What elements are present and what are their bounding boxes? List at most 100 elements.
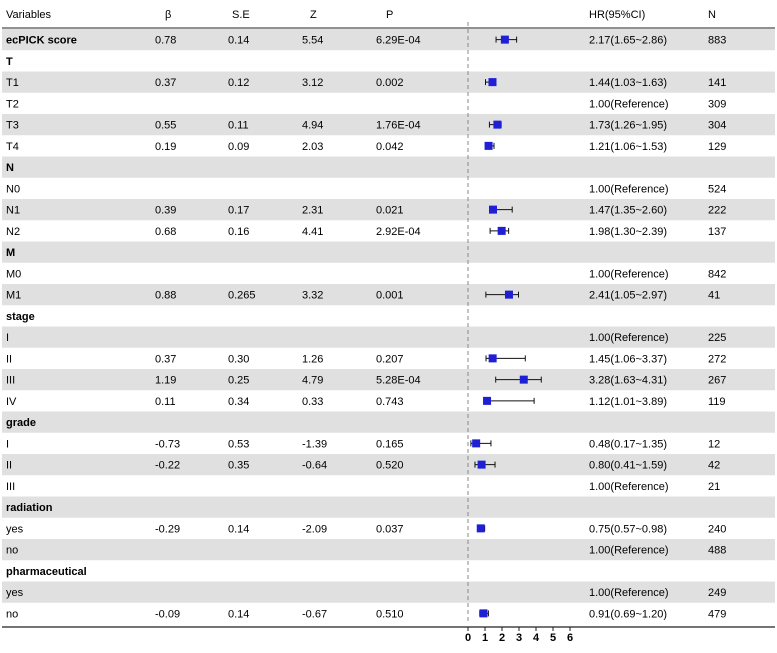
- row-label: M0: [6, 268, 21, 280]
- row-label: II: [6, 460, 12, 472]
- hr-point: [519, 375, 528, 384]
- hr-cell: 2.41(1.05~2.97): [589, 290, 667, 302]
- row-label: IV: [6, 396, 17, 408]
- hr-point: [488, 205, 497, 214]
- header-beta: β: [165, 9, 171, 21]
- z-cell: -0.64: [302, 460, 327, 472]
- se-cell: 0.16: [228, 226, 249, 238]
- n-cell: 240: [708, 523, 726, 535]
- se-cell: 0.34: [228, 396, 249, 408]
- n-cell: 249: [708, 587, 726, 599]
- hr-cell: 3.28(1.63~4.31): [589, 375, 667, 387]
- section-label: stage: [6, 311, 35, 323]
- row-label: T3: [6, 120, 19, 132]
- table-rows: ecPICK score 0.78 0.14 5.54 6.29E-04 2.17(1.6…: [6, 35, 726, 621]
- row-label: III: [6, 375, 15, 387]
- row-stripe: [2, 241, 775, 263]
- hr-point: [500, 35, 509, 44]
- p-cell: 0.001: [376, 290, 404, 302]
- section-label: M: [6, 247, 15, 259]
- n-cell: 21: [708, 481, 720, 493]
- row-stripe: [2, 496, 775, 518]
- hr-cell: 1.00(Reference): [589, 268, 669, 280]
- hr-cell: 0.75(0.57~0.98): [589, 523, 667, 535]
- hr-point: [479, 609, 488, 618]
- row-stripes: [2, 27, 775, 603]
- se-cell: 0.35: [228, 460, 249, 472]
- hr-marker: [488, 205, 513, 214]
- n-cell: 42: [708, 460, 720, 472]
- row-stripe: [2, 156, 775, 178]
- z-cell: 4.94: [302, 120, 323, 132]
- hr-marker: [495, 35, 518, 44]
- p-cell: 0.042: [376, 141, 404, 153]
- beta-cell: -0.09: [155, 608, 180, 620]
- se-cell: 0.14: [228, 608, 249, 620]
- row-stripe: [2, 71, 775, 93]
- row-label: ecPICK score: [6, 35, 77, 47]
- z-cell: 3.32: [302, 290, 323, 302]
- hr-marker: [474, 460, 496, 469]
- z-cell: 4.41: [302, 226, 323, 238]
- beta-cell: 0.78: [155, 35, 176, 47]
- se-cell: 0.12: [228, 77, 249, 89]
- row-label: no: [6, 545, 18, 557]
- n-cell: 225: [708, 332, 726, 344]
- p-cell: 1.76E-04: [376, 120, 421, 132]
- hr-marker: [484, 141, 495, 150]
- n-cell: 137: [708, 226, 726, 238]
- header-se: S.E: [232, 9, 250, 21]
- row-label: N0: [6, 183, 20, 195]
- hr-point: [476, 524, 485, 533]
- n-cell: 141: [708, 77, 726, 89]
- x-tick-label: 1: [482, 632, 488, 644]
- section-label: T: [6, 56, 13, 68]
- row-label: yes: [6, 587, 24, 599]
- z-cell: 3.12: [302, 77, 323, 89]
- n-cell: 883: [708, 35, 726, 47]
- row-label: yes: [6, 523, 24, 535]
- hr-point: [488, 78, 497, 87]
- row-stripe: [2, 199, 775, 221]
- hr-point: [493, 120, 502, 129]
- hr-point: [477, 460, 486, 469]
- hr-point: [484, 141, 493, 150]
- beta-cell: -0.29: [155, 523, 180, 535]
- row-stripe: [2, 454, 775, 476]
- row-stripe: [2, 114, 775, 136]
- row-stripe: [2, 581, 775, 603]
- beta-cell: 0.19: [155, 141, 176, 153]
- n-cell: 304: [708, 120, 726, 132]
- beta-cell: 0.37: [155, 353, 176, 365]
- n-cell: 842: [708, 268, 726, 280]
- se-cell: 0.14: [228, 35, 249, 47]
- row-label: I: [6, 438, 9, 450]
- section-label: N: [6, 162, 14, 174]
- p-cell: 0.510: [376, 608, 404, 620]
- z-cell: 2.03: [302, 141, 323, 153]
- z-cell: -0.67: [302, 608, 327, 620]
- hr-cell: 1.00(Reference): [589, 332, 669, 344]
- se-cell: 0.11: [228, 120, 249, 132]
- p-cell: 0.021: [376, 205, 404, 217]
- n-cell: 41: [708, 290, 720, 302]
- hr-cell: 1.44(1.03~1.63): [589, 77, 667, 89]
- n-cell: 119: [708, 396, 726, 408]
- n-cell: 309: [708, 98, 726, 110]
- header-n: N: [708, 9, 716, 21]
- p-cell: 0.165: [376, 438, 404, 450]
- p-cell: 0.520: [376, 460, 404, 472]
- row-label: N2: [6, 226, 20, 238]
- hr-cell: 1.00(Reference): [589, 587, 669, 599]
- hr-cell: 1.00(Reference): [589, 98, 669, 110]
- x-tick-label: 6: [567, 632, 573, 644]
- x-tick-label: 5: [550, 632, 556, 644]
- n-cell: 129: [708, 141, 726, 153]
- forest-marks: [467, 22, 542, 624]
- beta-cell: 0.68: [155, 226, 176, 238]
- hr-cell: 1.00(Reference): [589, 183, 669, 195]
- hr-point: [472, 439, 481, 448]
- section-label: grade: [6, 417, 36, 429]
- beta-cell: 0.11: [155, 396, 176, 408]
- beta-cell: 1.19: [155, 375, 176, 387]
